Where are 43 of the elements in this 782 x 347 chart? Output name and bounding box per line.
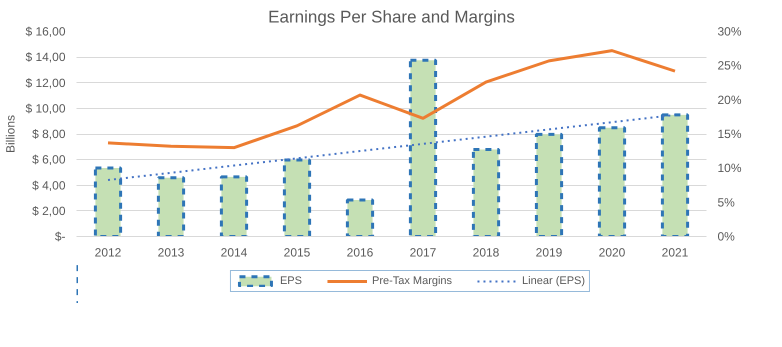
y-tick-label: $ 4,00 [32, 178, 66, 192]
bar [94, 166, 122, 236]
bar [346, 198, 374, 236]
bar [282, 158, 312, 236]
y-tick-label: $ 2,00 [32, 204, 66, 218]
x-tick-label: 2021 [662, 246, 689, 260]
bar [472, 148, 500, 236]
y2-tick-label: 30% [718, 24, 742, 38]
x-tick-label: 2012 [94, 246, 122, 260]
legend-label: EPS [280, 275, 302, 287]
chart-title: Earnings Per Share and Margins [268, 8, 515, 26]
x-tick-label: 2019 [536, 246, 563, 260]
y2-tick-label: 15% [718, 127, 742, 141]
x-tick-label: 2018 [472, 246, 500, 260]
y2-tick-label: 20% [718, 92, 742, 107]
bar [220, 175, 248, 236]
x-tick-label: 2017 [410, 246, 437, 260]
line-series [107, 114, 676, 181]
y-tick-label: $ 6,00 [32, 152, 66, 167]
line-series [106, 49, 676, 150]
y-tick-label: $ 16,00 [25, 24, 66, 38]
bar [534, 132, 564, 236]
y-tick-label: $- [54, 230, 66, 244]
bar [156, 176, 186, 236]
bar [408, 58, 438, 236]
bar [660, 113, 690, 236]
y2-tick-label: 0% [718, 230, 736, 244]
y2-tick-label: 5% [718, 195, 736, 210]
x-tick-label: 2020 [598, 246, 626, 260]
y-tick-label: $ 12,00 [25, 76, 66, 90]
y-tick-label: $ 10,00 [25, 101, 66, 116]
y-tick-label: $ 8,00 [32, 127, 66, 141]
x-tick-label: 2016 [346, 246, 374, 260]
x-tick-label: 2014 [220, 246, 248, 260]
y2-tick-label: 10% [718, 161, 742, 176]
y2-tick-label: 25% [718, 58, 742, 73]
x-tick-label: 2013 [158, 246, 185, 260]
y-tick-label: $ 14,00 [25, 50, 66, 64]
y-axis-title: Billions [3, 114, 18, 154]
legend-label: Linear (EPS) [522, 275, 586, 287]
x-tick-label: 2015 [284, 246, 311, 260]
legend-label: Pre-Tax Margins [372, 275, 452, 287]
bar [598, 126, 626, 236]
